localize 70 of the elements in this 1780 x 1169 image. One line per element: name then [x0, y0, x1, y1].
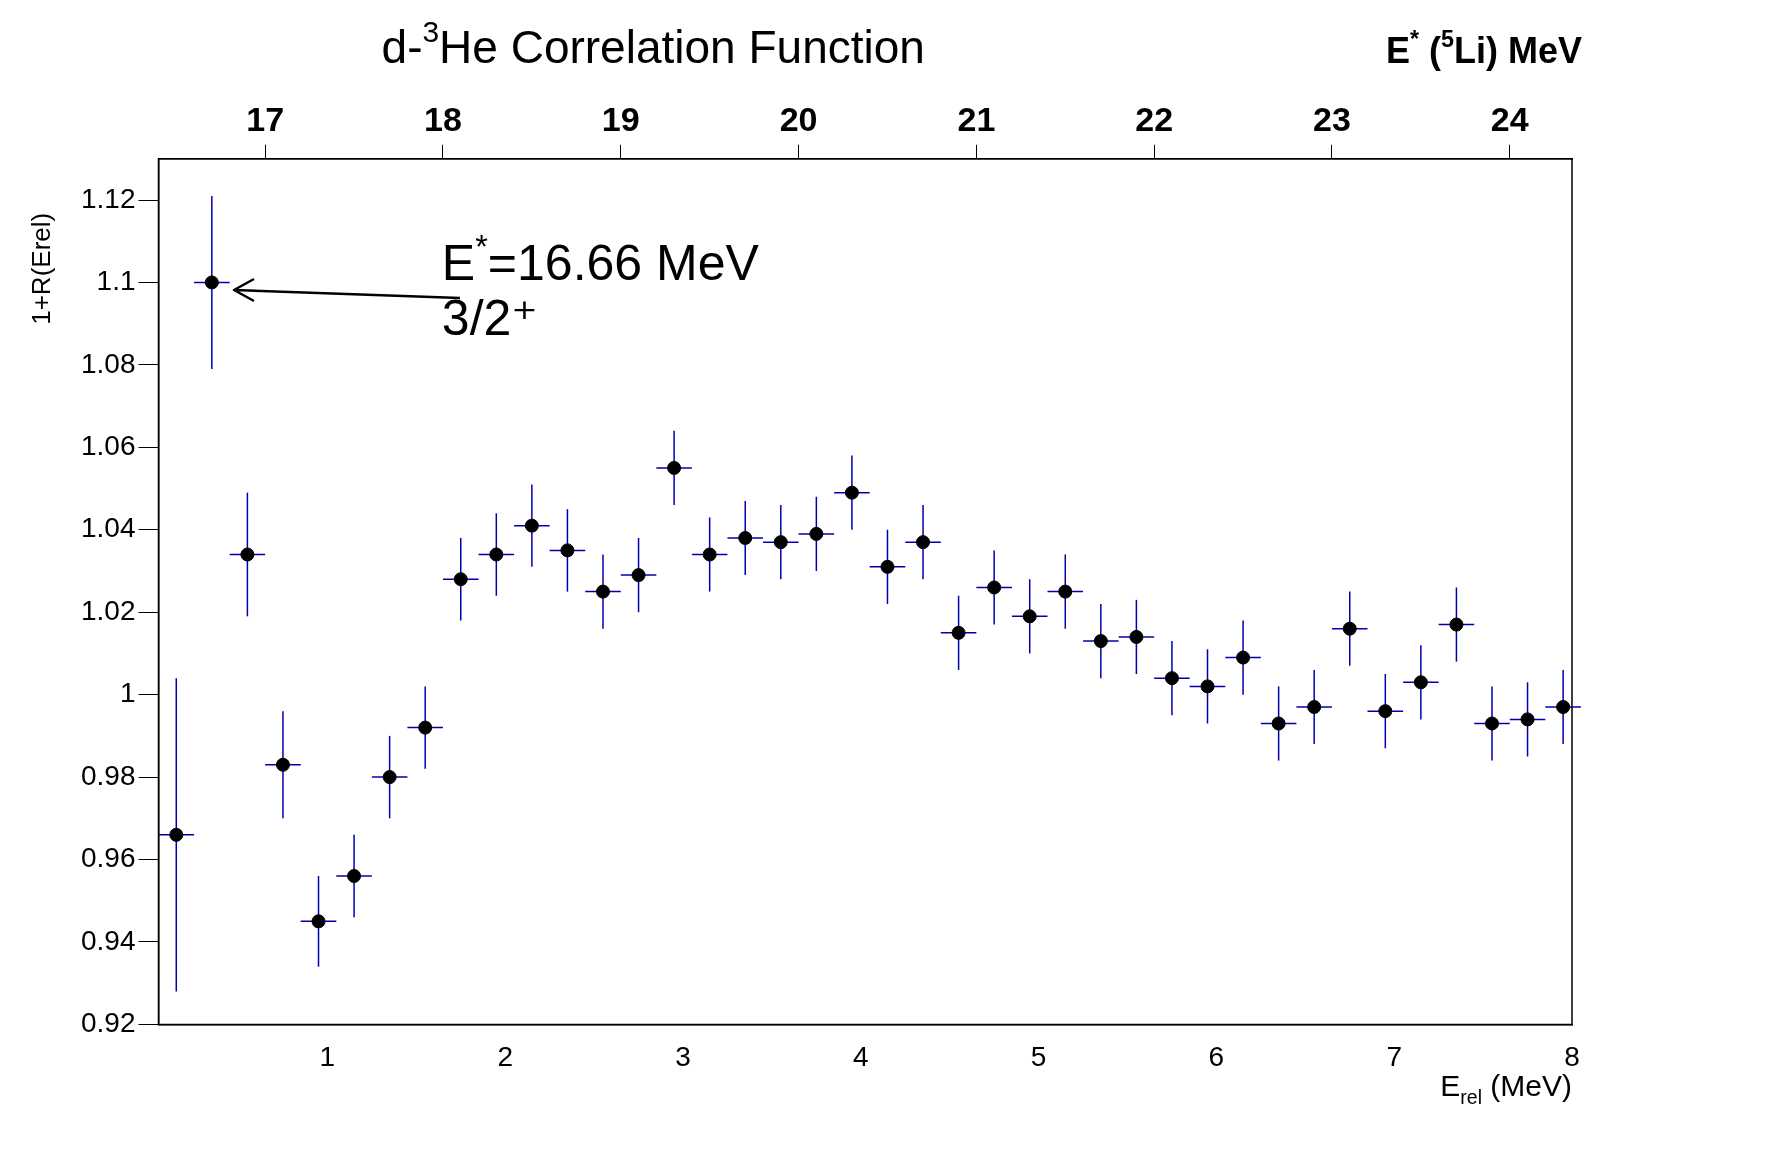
point [382, 770, 397, 785]
point [987, 580, 1002, 595]
x2-tick-label: 20 [779, 99, 818, 138]
y-tick-label: 1.04 [81, 512, 136, 544]
x2-tick-label: 17 [246, 99, 285, 138]
point [1413, 675, 1428, 690]
x2-tick-label: 24 [1490, 99, 1529, 138]
point [595, 584, 610, 599]
point [738, 531, 753, 546]
y-tick-label: 1 [119, 677, 136, 709]
point [1307, 700, 1322, 715]
point [1271, 716, 1286, 731]
x-tick-label: 1 [319, 1040, 336, 1072]
point [702, 547, 717, 562]
point [1200, 679, 1215, 694]
x-tick-label: 6 [1208, 1040, 1225, 1072]
y-axis-title: 1+R(Erel) [26, 212, 56, 325]
point [1342, 621, 1357, 636]
point [204, 275, 219, 290]
point [1129, 629, 1144, 644]
point [489, 547, 504, 562]
x-tick-label: 8 [1564, 1040, 1580, 1072]
point [1520, 712, 1535, 727]
x-tick-label: 3 [675, 1040, 691, 1072]
point [240, 547, 255, 562]
x-tick-label: 5 [1030, 1040, 1047, 1072]
y-tick-label: 0.94 [81, 924, 136, 956]
point [916, 535, 931, 550]
x-tick-label: 7 [1386, 1040, 1402, 1072]
x2-tick-label: 23 [1313, 99, 1351, 138]
x2-tick-label: 21 [957, 99, 996, 138]
point [1058, 584, 1073, 599]
x-tick-label: 2 [497, 1040, 513, 1072]
y-tick-label: 1.12 [81, 182, 136, 214]
point [1378, 704, 1393, 719]
point [809, 526, 824, 541]
x2-tick-label: 18 [424, 99, 462, 138]
annotation: 3/2⁺ [441, 290, 538, 347]
x-tick-label: 4 [853, 1040, 869, 1072]
point [1022, 609, 1037, 624]
point [1449, 617, 1464, 632]
y-tick-label: 1.08 [81, 347, 136, 379]
y-tick-label: 0.96 [81, 842, 136, 874]
point [667, 460, 682, 475]
y-tick-label: 1.1 [96, 265, 136, 297]
point [347, 869, 362, 884]
point [1556, 700, 1571, 715]
point [275, 757, 290, 772]
annotation: E*=16.66 MeV [441, 228, 760, 292]
point [844, 485, 859, 500]
point [773, 535, 788, 550]
x2-tick-label: 19 [601, 99, 640, 138]
point [631, 568, 646, 583]
y-tick-label: 1.06 [81, 430, 136, 462]
y-tick-label: 1.02 [81, 594, 136, 626]
y-tick-label: 0.98 [81, 759, 136, 791]
point [524, 518, 539, 533]
point [311, 914, 326, 929]
y-tick-label: 0.92 [81, 1007, 136, 1039]
point [453, 572, 468, 587]
point [1164, 671, 1179, 686]
point [1236, 650, 1251, 665]
point [951, 625, 966, 640]
point [169, 827, 184, 842]
point [880, 559, 895, 574]
point [418, 720, 433, 735]
x2-tick-label: 22 [1135, 99, 1174, 138]
point [1093, 634, 1108, 649]
point [560, 543, 575, 558]
point [1484, 716, 1499, 731]
